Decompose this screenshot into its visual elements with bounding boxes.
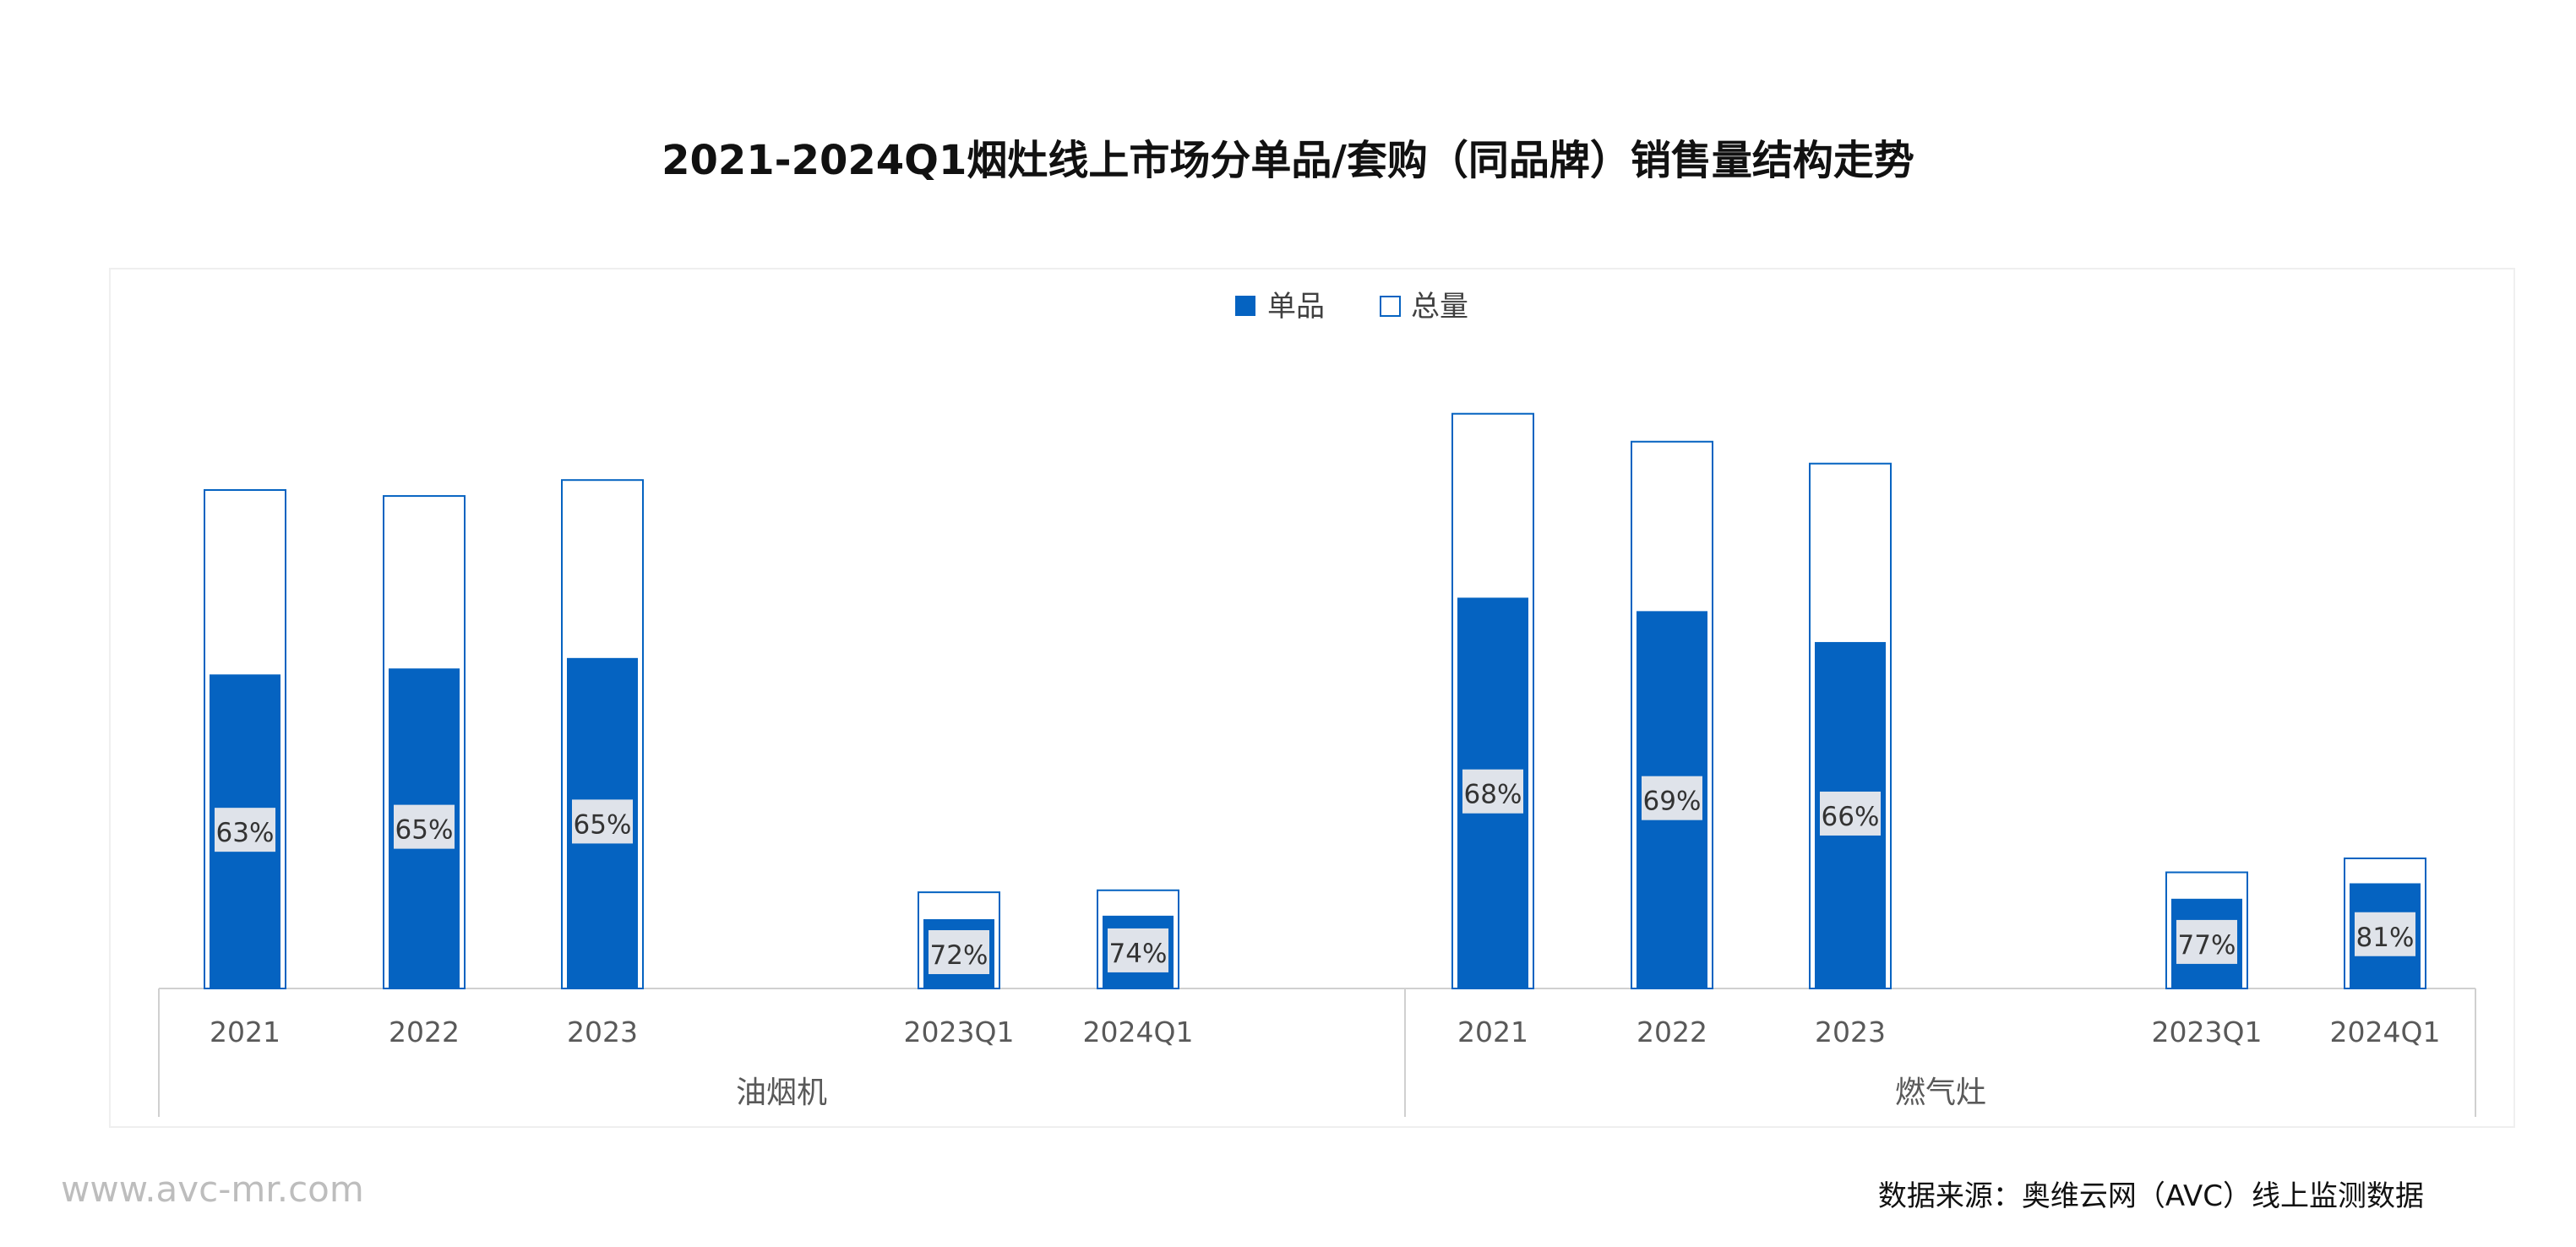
x-tick-label: 2023 [567,1016,638,1048]
legend-swatch-single [1235,296,1255,316]
bars-layer: 63% 2021 65% 2022 65% 2023 72% 2023Q1 74% 2024Q1 油… [204,412,2441,1110]
chart-frame [109,268,2515,1128]
x-tick-label: 2024Q1 [1083,1016,1194,1048]
data-label: 66% [1822,802,1880,832]
data-label: 77% [2178,930,2236,961]
x-group-label: 燃气灶 [1895,1075,1986,1110]
x-tick-label: 2022 [1637,1016,1707,1048]
data-label: 81% [2356,923,2415,953]
data-label: 65% [574,809,632,840]
legend-label-single: 单品 [1267,290,1325,324]
x-tick-label: 2021 [1457,1016,1528,1048]
data-label-box [1820,791,1881,836]
x-tick-label: 2024Q1 [2330,1016,2441,1048]
legend-label-total: 总量 [1411,290,1468,324]
data-label-box [2355,912,2415,956]
data-label-box [1108,928,1168,972]
x-group-label: 油烟机 [736,1075,827,1110]
x-axis [158,988,2476,1117]
data-label: 74% [1109,939,1168,969]
data-source: 数据来源：奥维云网（AVC）线上监测数据 [1877,1179,2424,1213]
data-label: 63% [216,818,275,848]
data-label-box [1462,769,1523,814]
data-label-box [1642,776,1702,820]
data-label-box [215,808,275,852]
data-label-box [394,804,455,849]
data-label-box [572,799,633,844]
data-label: 69% [1643,787,1702,817]
x-tick-label: 2023 [1815,1016,1886,1048]
x-tick-label: 2022 [389,1016,460,1048]
chart-title: 2021-2024Q1烟灶线上市场分单品/套购（同品牌）销售量结构走势 [662,137,1914,184]
legend-swatch-total [1380,296,1401,317]
data-label: 65% [395,815,454,846]
watermark: www.avc-mr.com [61,1168,364,1210]
data-label: 72% [930,940,988,971]
data-label-box [929,929,989,974]
data-label-box [2176,919,2237,964]
x-tick-label: 2023Q1 [2152,1016,2263,1048]
legend: 单品 总量 [1235,290,1468,324]
x-tick-label: 2023Q1 [904,1016,1015,1048]
x-tick-label: 2021 [210,1016,280,1048]
data-label: 68% [1464,780,1522,810]
